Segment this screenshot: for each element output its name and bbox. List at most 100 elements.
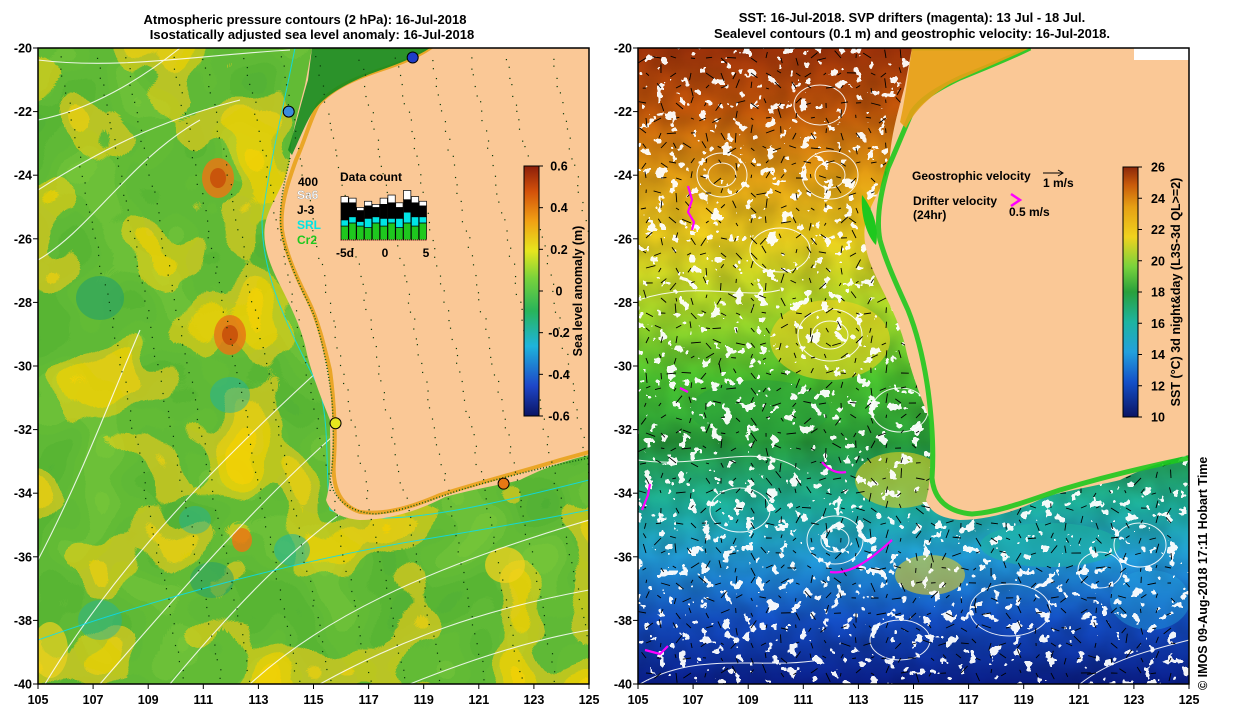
track-dot xyxy=(524,524,526,526)
velocity-arrow xyxy=(832,342,842,346)
velocity-arrow xyxy=(750,462,754,467)
velocity-arrow xyxy=(893,565,902,569)
track-dot xyxy=(415,561,417,563)
track-dot xyxy=(394,454,396,456)
velocity-arrow xyxy=(705,342,712,350)
velocity-arrow xyxy=(690,171,693,179)
velocity-arrow xyxy=(780,273,785,284)
velocity-arrow xyxy=(1050,672,1055,680)
velocity-arrow xyxy=(658,132,662,139)
right-title-line2: Sealevel contours (0.1 m) and geostrophi… xyxy=(714,26,1110,41)
velocity-arrow xyxy=(1125,535,1130,539)
track-dot xyxy=(173,623,175,625)
velocity-arrow xyxy=(885,350,888,359)
track-dot xyxy=(413,137,416,140)
velocity-arrow xyxy=(730,642,737,649)
track-dot xyxy=(248,434,250,436)
velocity-arrow xyxy=(840,101,849,104)
land-left xyxy=(264,48,589,520)
velocity-arrow xyxy=(645,265,656,269)
track-dot xyxy=(158,212,160,214)
velocity-arrow xyxy=(975,522,982,526)
count-bar-segment xyxy=(418,216,427,224)
velocity-arrow xyxy=(1152,627,1157,630)
velocity-arrow xyxy=(644,402,647,407)
velocity-arrow xyxy=(778,102,782,107)
velocity-arrow xyxy=(1135,552,1142,556)
track-dot xyxy=(146,317,149,319)
velocity-arrow xyxy=(690,117,695,120)
velocity-arrow xyxy=(765,171,771,179)
velocity-arrow xyxy=(877,432,887,437)
velocity-arrow xyxy=(795,72,801,77)
track-dot xyxy=(511,84,513,86)
track-dot xyxy=(540,407,542,410)
track-dot xyxy=(268,373,270,375)
velocity-arrow xyxy=(801,507,812,509)
velocity-arrow xyxy=(688,607,692,614)
track-dot xyxy=(108,301,110,303)
track-dot xyxy=(485,318,487,320)
velocity-arrow xyxy=(1122,552,1127,560)
velocity-arrow xyxy=(880,522,887,525)
track-dot xyxy=(411,130,413,133)
velocity-arrow xyxy=(825,189,828,194)
track-dot xyxy=(547,255,549,257)
velocity-arrow xyxy=(928,537,932,543)
velocity-arrow xyxy=(1149,537,1157,541)
right-lat-axis: -20-22-24-26-28-30-32-34-36-38-40 xyxy=(614,42,638,692)
velocity-arrow xyxy=(840,297,845,302)
velocity-arrow xyxy=(898,67,902,74)
track-dot xyxy=(328,473,330,475)
track-dot xyxy=(60,68,62,70)
track-dot xyxy=(172,445,174,447)
coast-green-top xyxy=(288,48,430,155)
track-dot xyxy=(567,363,570,365)
track-dot xyxy=(173,299,175,301)
lon-tick-label: 111 xyxy=(794,693,814,707)
track-dot xyxy=(164,579,166,581)
track-dot xyxy=(293,670,296,672)
lon-tick-label: 111 xyxy=(194,693,214,707)
velocity-arrow xyxy=(1065,642,1073,647)
track-dot xyxy=(572,383,574,385)
track-dot xyxy=(148,506,150,508)
track-dot xyxy=(169,265,171,267)
track-dot xyxy=(330,311,332,314)
track-dot xyxy=(448,319,450,322)
velocity-arrow xyxy=(795,112,798,119)
lat-tick-label: -20 xyxy=(14,42,32,56)
track-dot xyxy=(544,634,546,636)
velocity-arrow xyxy=(675,192,678,203)
track-dot xyxy=(353,599,355,602)
track-dot xyxy=(433,427,435,429)
velocity-arrow xyxy=(672,477,677,480)
track-dot xyxy=(491,155,494,157)
velocity-arrow xyxy=(795,369,801,374)
velocity-arrow xyxy=(675,335,678,344)
track-dot xyxy=(541,236,543,238)
track-dot xyxy=(114,139,116,141)
track-dot xyxy=(524,533,527,535)
velocity-arrow xyxy=(809,173,812,179)
velocity-arrow xyxy=(690,504,694,509)
track-dot xyxy=(251,92,254,94)
velocity-arrow xyxy=(855,507,865,512)
count-bar-segment xyxy=(348,197,357,204)
track-dot xyxy=(408,111,411,113)
velocity-arrow xyxy=(915,507,924,515)
track-dot xyxy=(553,65,555,67)
velocity-arrow xyxy=(750,417,757,426)
velocity-arrow xyxy=(825,530,831,539)
velocity-arrow xyxy=(1150,672,1157,675)
track-dot xyxy=(497,391,499,393)
velocity-arrow xyxy=(868,492,872,502)
track-dot xyxy=(130,410,132,412)
velocity-arrow xyxy=(1060,607,1067,614)
track-dot xyxy=(249,443,252,446)
velocity-arrow xyxy=(881,657,887,660)
velocity-arrow xyxy=(891,597,902,600)
velocity-arrow xyxy=(704,102,707,107)
velocity-arrow xyxy=(718,159,722,164)
velocity-arrow xyxy=(990,537,998,543)
